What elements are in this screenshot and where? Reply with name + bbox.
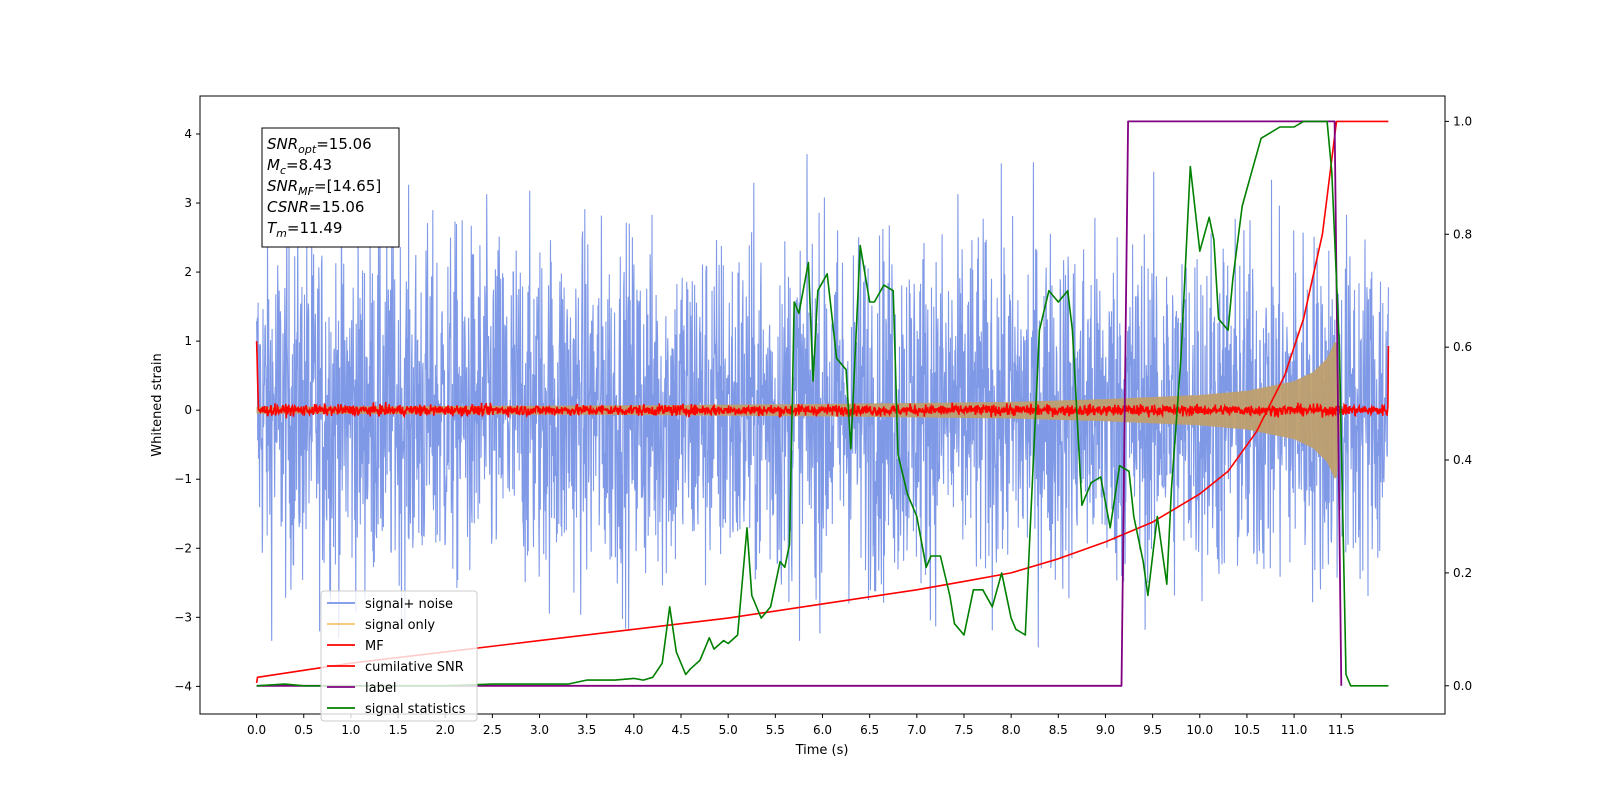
annotation-box: SNRopt=15.06Mc=8.43SNRMF=[14.65]CSNR=15.… xyxy=(261,127,400,248)
y-tick-label: −2 xyxy=(174,541,192,555)
y2-tick-label: 1.0 xyxy=(1453,114,1472,128)
x-tick-label: 5.5 xyxy=(766,723,785,737)
legend-label: signal+ noise xyxy=(365,597,453,612)
y-tick-label: 1 xyxy=(184,334,192,348)
x-axis-label: Time (s) xyxy=(795,743,849,758)
y-tick-label: 0 xyxy=(184,403,192,417)
x-tick-label: 7.0 xyxy=(907,723,926,737)
series-cumulative-snr xyxy=(255,120,1389,684)
x-tick-label: 8.5 xyxy=(1049,723,1068,737)
series-signal-noise xyxy=(256,154,1389,648)
y-tick-label: 2 xyxy=(184,265,192,279)
x-tick-label: 5.0 xyxy=(719,723,738,737)
y2-tick-label: 0.6 xyxy=(1453,340,1472,354)
x-tick-label: 6.5 xyxy=(860,723,879,737)
plot-series-layer xyxy=(255,120,1390,687)
x-tick-label: 3.5 xyxy=(577,723,596,737)
annotation-line: SNRopt=15.06 xyxy=(267,135,372,156)
x-tick-label: 4.5 xyxy=(671,723,690,737)
legend-label: label xyxy=(365,681,396,696)
x-tick-label: 3.0 xyxy=(530,723,549,737)
x-tick-label: 6.0 xyxy=(813,723,832,737)
legend: signal+ noise signal only MF cumilative SNR… xyxy=(320,590,478,722)
legend-label: cumilative SNR xyxy=(365,660,464,675)
x-tick-label: 11.5 xyxy=(1328,723,1355,737)
axes-layer: 0.0 0.5 1.0 1.5 2.0 2.5 3.0 3.5 4.0 4.5 5.0 5.5 6.0 6… xyxy=(174,114,1472,737)
x-tick-label: 0.5 xyxy=(294,723,313,737)
series-mf xyxy=(255,341,1390,419)
y2-tick-label: 0.8 xyxy=(1453,227,1472,241)
y-tick-label: −1 xyxy=(174,472,192,486)
annotation-frame xyxy=(261,127,400,248)
y2-tick-label: 0.4 xyxy=(1453,453,1472,467)
annotation-line: Tm=11.49 xyxy=(267,219,342,240)
y-tick-label: −4 xyxy=(174,679,192,693)
x-tick-label: 2.0 xyxy=(436,723,455,737)
x-tick-label: 2.5 xyxy=(483,723,502,737)
x-tick-label: 8.0 xyxy=(1002,723,1021,737)
y-tick-label: 4 xyxy=(184,127,192,141)
y2-tick-label: 0.0 xyxy=(1453,679,1472,693)
x-tick-label: 10.5 xyxy=(1234,723,1261,737)
annotation-line: SNRMF=[14.65] xyxy=(267,177,381,198)
x-tick-label: 1.5 xyxy=(389,723,408,737)
x-tick-label: 0.0 xyxy=(247,723,266,737)
y-axis-label: Whitened strain xyxy=(150,353,165,456)
annotation-line: CSNR=15.06 xyxy=(267,198,364,216)
x-tick-label: 10.0 xyxy=(1186,723,1213,737)
y-tick-label: 3 xyxy=(184,196,192,210)
y2-tick-label: 0.2 xyxy=(1453,566,1472,580)
x-tick-label: 9.5 xyxy=(1143,723,1162,737)
legend-label: signal statistics xyxy=(365,702,466,717)
legend-label: MF xyxy=(365,639,384,654)
x-tick-label: 9.0 xyxy=(1096,723,1115,737)
legend-label: signal only xyxy=(365,618,435,633)
annotation-line: Mc=8.43 xyxy=(267,156,332,177)
y-tick-label: −3 xyxy=(174,610,192,624)
legend-frame xyxy=(320,590,478,722)
series-signal-statistics xyxy=(256,120,1389,687)
series-label xyxy=(256,120,1343,687)
x-tick-label: 4.0 xyxy=(624,723,643,737)
x-tick-label: 11.0 xyxy=(1281,723,1308,737)
x-tick-label: 7.5 xyxy=(954,723,973,737)
x-tick-label: 1.0 xyxy=(341,723,360,737)
